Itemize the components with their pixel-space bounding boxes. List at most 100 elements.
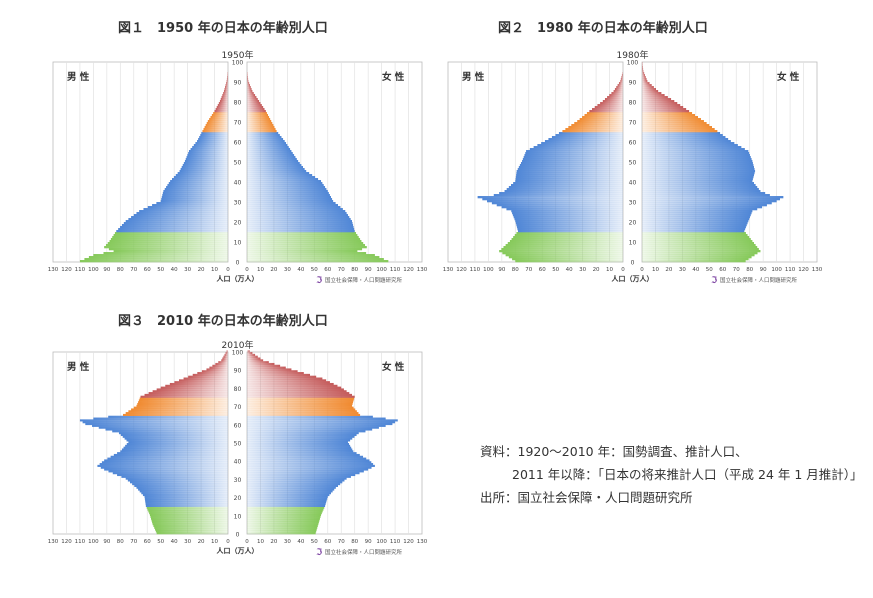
female-bar [642, 238, 751, 241]
age-tick-label: 90 [629, 80, 637, 87]
female-bar [247, 432, 359, 435]
male-bar [120, 450, 228, 453]
female-bar [247, 428, 373, 431]
female-bar [247, 130, 277, 133]
female-bar [247, 244, 366, 247]
female-bar [642, 110, 690, 113]
female-bar [247, 483, 341, 486]
male-bar [108, 415, 228, 418]
female-bar [247, 248, 363, 251]
female-bar [247, 216, 350, 219]
male-bar [104, 459, 228, 462]
male-bar [223, 355, 228, 358]
male-bar [504, 190, 623, 193]
male-bar [584, 114, 623, 117]
female-bar [247, 415, 373, 418]
female-bar [247, 246, 367, 249]
male-bar [555, 134, 623, 137]
male-bar [113, 453, 228, 457]
male-bar [161, 196, 228, 199]
x-tick-label: 10 [257, 267, 264, 273]
x-tick-label: 60 [539, 267, 546, 273]
female-bar [642, 86, 654, 89]
female-bar [247, 457, 367, 460]
x-tick-label: 10 [606, 267, 613, 273]
female-bar [247, 501, 327, 504]
female-bar [247, 517, 320, 520]
male-bar [154, 526, 228, 529]
female-bar [247, 116, 270, 119]
male-bar [156, 532, 228, 535]
pyramid-chart-1950: 1950年男 性女 性0102030405060708090100130 120 1… [48, 49, 428, 286]
female-bar [247, 523, 319, 526]
male-bar [100, 466, 228, 469]
male-bar [225, 86, 228, 89]
female-bar [247, 381, 330, 384]
male-bar [491, 202, 623, 205]
female-bar [247, 406, 354, 409]
female-bar [247, 484, 338, 487]
female-bar [642, 88, 656, 91]
x-axis-label: 人口（万人） [612, 274, 654, 283]
male-bar [186, 156, 228, 159]
female-bar [642, 166, 754, 169]
male-bar [175, 174, 228, 177]
age-tick-label: 0 [631, 260, 635, 267]
male-bar [113, 250, 228, 253]
x-tick-label: 0 [226, 267, 230, 273]
male-bar [592, 108, 623, 111]
female-bar [642, 178, 753, 181]
female-bar [247, 88, 252, 91]
female-bar [247, 240, 362, 243]
male-bar [170, 180, 228, 183]
female-bar [642, 216, 750, 219]
male-bar [562, 130, 623, 133]
female-bar [247, 497, 328, 500]
male-bar [516, 172, 623, 175]
male-bar [183, 162, 228, 165]
age-tick-label: 30 [234, 200, 242, 207]
female-bar [247, 204, 338, 207]
male-bar [137, 402, 228, 406]
male-bar [99, 463, 229, 466]
female-bar [642, 108, 687, 111]
female-bar [247, 352, 253, 355]
female-bar [247, 468, 369, 471]
male-bar [113, 234, 228, 237]
female-bar [642, 210, 753, 213]
male-bar [104, 246, 228, 249]
age-tick-label: 50 [629, 160, 637, 167]
male-bar [133, 214, 228, 217]
female-bar [247, 170, 307, 173]
male-bar [522, 160, 623, 163]
female-bar [642, 258, 749, 261]
female-bar [247, 493, 330, 497]
male-bar [513, 182, 623, 185]
x-tick-label: 120 [456, 267, 467, 273]
female-bar [642, 176, 754, 179]
male-bar [82, 421, 228, 424]
female-bar [247, 464, 375, 467]
male-bar [125, 444, 228, 447]
male-bar [114, 232, 228, 235]
female-bar [247, 86, 251, 89]
x-tick-label: 30 [284, 539, 291, 545]
female-bar [247, 222, 353, 225]
male-bar [516, 170, 623, 173]
x-tick-label: 10 [652, 267, 659, 273]
female-bar [642, 78, 647, 81]
male-bar [155, 528, 228, 531]
male-bar [97, 464, 228, 467]
male-bar [145, 503, 228, 506]
age-tick-label: 30 [234, 477, 242, 484]
female-bar [247, 359, 264, 362]
male-bar [544, 140, 623, 143]
x-tick-label: 80 [512, 267, 519, 273]
male-bar [101, 461, 228, 464]
male-bar [109, 240, 228, 243]
male-bar [602, 100, 623, 103]
female-bar [247, 92, 254, 95]
male-bar [123, 446, 228, 449]
female-bar [247, 106, 264, 109]
male-bar [223, 90, 228, 93]
